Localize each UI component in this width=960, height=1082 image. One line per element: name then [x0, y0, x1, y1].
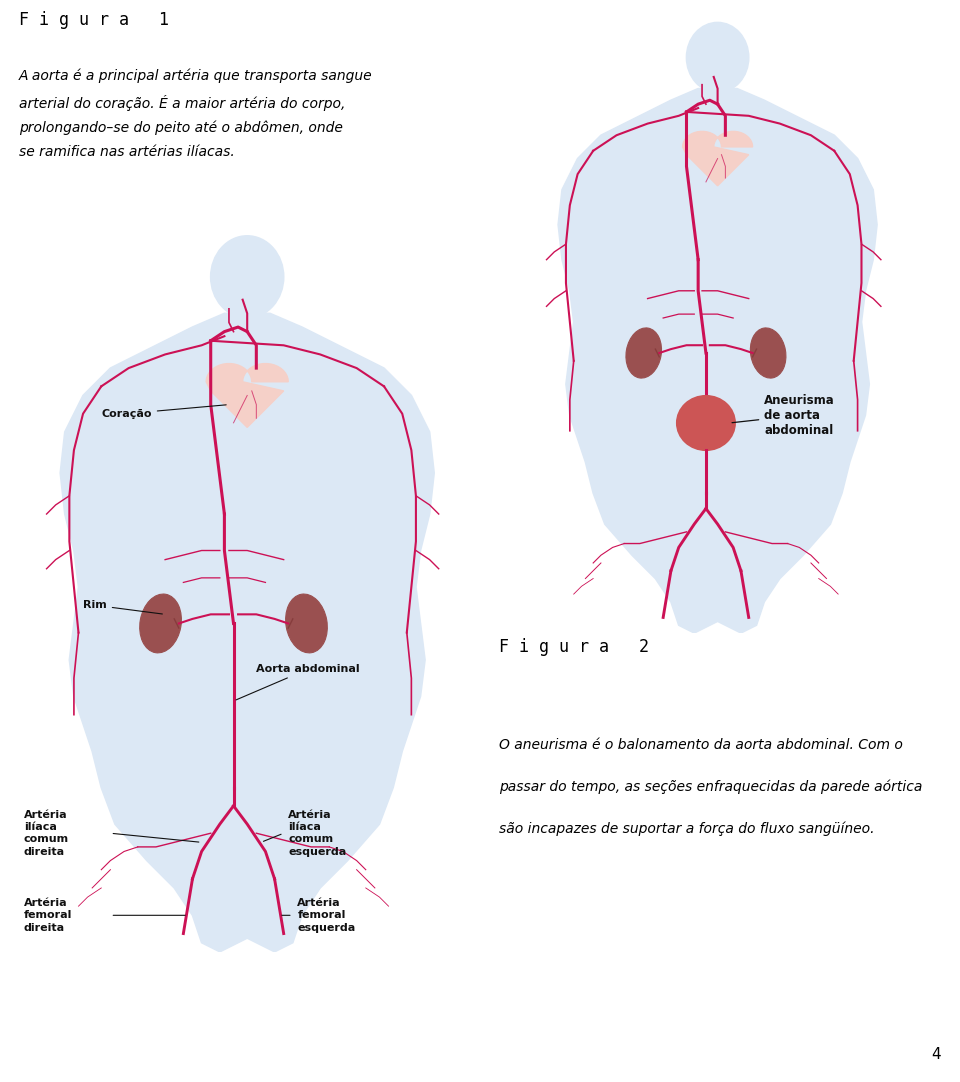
Ellipse shape: [286, 594, 327, 652]
Text: Rim: Rim: [84, 601, 162, 613]
Text: Aorta abdominal: Aorta abdominal: [236, 664, 360, 700]
Ellipse shape: [626, 328, 661, 378]
Ellipse shape: [140, 594, 181, 652]
Polygon shape: [558, 89, 877, 633]
Text: Artéria
femoral
direita: Artéria femoral direita: [24, 898, 72, 933]
Text: 4: 4: [931, 1047, 941, 1063]
Ellipse shape: [686, 23, 749, 92]
Text: F i g u r a   1: F i g u r a 1: [19, 11, 169, 29]
Ellipse shape: [211, 236, 284, 318]
Ellipse shape: [751, 328, 786, 378]
Text: Artéria
femoral
esquerda: Artéria femoral esquerda: [298, 898, 355, 933]
Text: O aneurisma é o balonamento da aorta abdominal. Com o

passar do tempo, as seçõe: O aneurisma é o balonamento da aorta abd…: [499, 738, 923, 836]
Polygon shape: [206, 364, 288, 427]
Text: F i g u r a   2: F i g u r a 2: [499, 638, 649, 657]
Text: Aneurisma
de aorta
abdominal: Aneurisma de aorta abdominal: [732, 394, 835, 437]
Polygon shape: [60, 314, 434, 952]
Text: Coração: Coração: [102, 405, 227, 419]
Text: Artéria
ilíaca
comum
esquerda: Artéria ilíaca comum esquerda: [288, 809, 347, 857]
Text: Artéria
ilíaca
comum
direita: Artéria ilíaca comum direita: [24, 809, 69, 857]
Ellipse shape: [677, 396, 735, 450]
Text: A aorta é a principal artéria que transporta sangue
arterial do coração. É a mai: A aorta é a principal artéria que transp…: [19, 68, 372, 159]
Polygon shape: [683, 131, 753, 186]
